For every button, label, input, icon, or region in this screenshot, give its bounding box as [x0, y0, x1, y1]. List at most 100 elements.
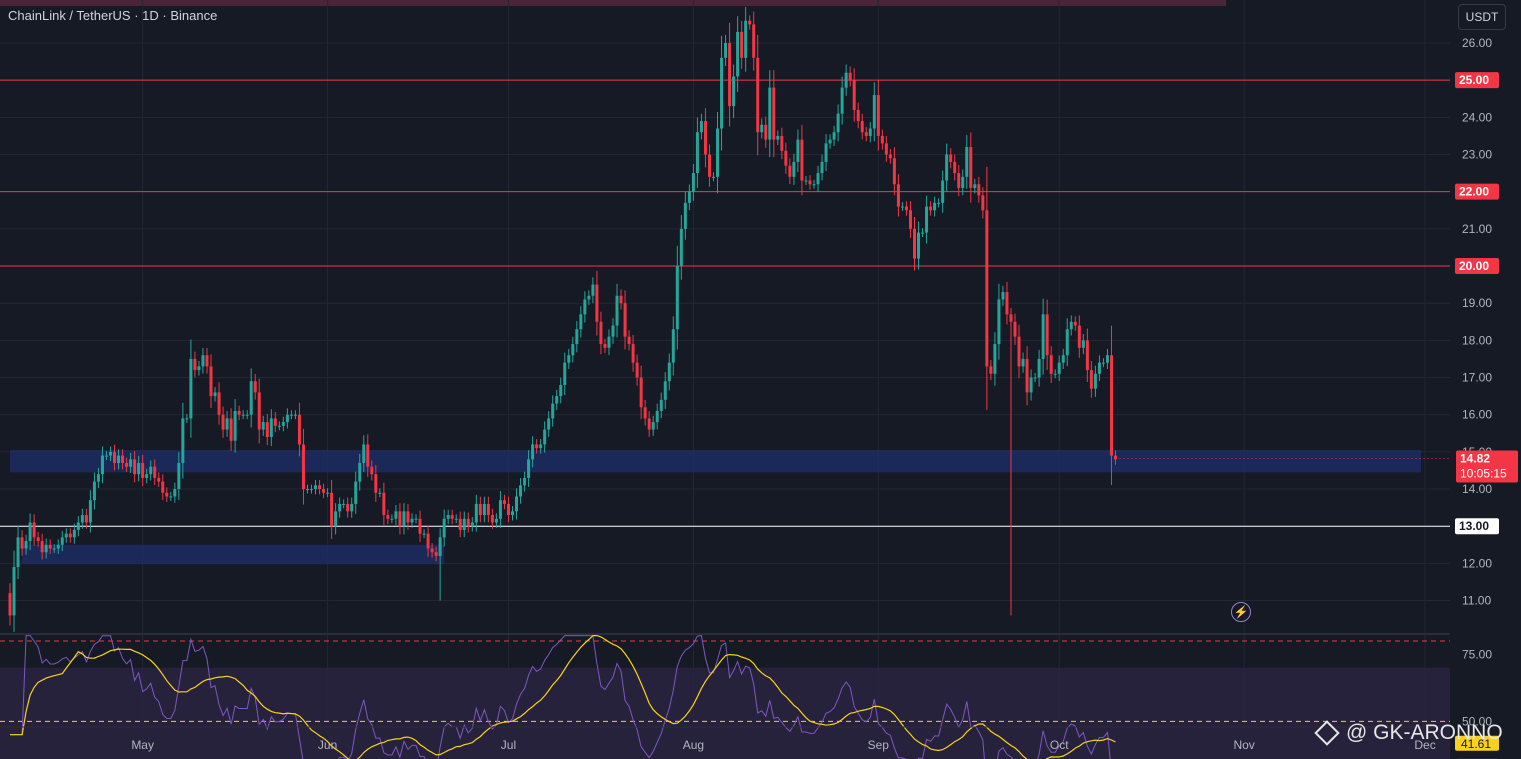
candle-body [185, 418, 189, 420]
candle-body [398, 511, 402, 527]
time-tick-label: Oct [1050, 738, 1069, 752]
candle-body [149, 466, 153, 475]
candle-body [587, 295, 591, 300]
candle-body [643, 407, 647, 419]
candle-body [663, 381, 667, 400]
candle-body [836, 113, 840, 133]
candle-body [494, 518, 498, 523]
candle-body [249, 381, 253, 415]
candle-body [354, 481, 358, 504]
candle-body [322, 489, 326, 493]
candle-body [474, 503, 478, 523]
price-tick-label: 17.00 [1462, 371, 1492, 385]
candle-body [153, 466, 157, 478]
candle-body [695, 132, 699, 174]
candle-body [1069, 321, 1073, 330]
candle-body [856, 109, 860, 122]
candle-body [941, 180, 945, 203]
candle-body [1061, 355, 1065, 363]
binance-diamond-icon [1314, 720, 1340, 746]
candle-body [350, 503, 354, 512]
candle-body [993, 344, 997, 374]
candle-body [519, 485, 523, 497]
candle-body [716, 128, 720, 177]
candle-body [314, 485, 318, 490]
candle-body [651, 422, 655, 430]
symbol-title: ChainLink / TetherUS · 1D · Binance [8, 8, 218, 23]
time-tick-label: Jun [318, 738, 337, 752]
candle-body [64, 533, 68, 538]
rsi-ma-value-label: 41.61 [1461, 737, 1491, 751]
candle-body [225, 418, 229, 430]
candle-body [1053, 373, 1057, 375]
time-tick-label: May [131, 738, 154, 752]
last-price-label: 14.82 [1460, 452, 1490, 466]
level-price-tag [1455, 258, 1499, 275]
candle-body [949, 154, 953, 162]
price-tick-label: 21.00 [1462, 222, 1492, 236]
candle-body [374, 474, 378, 493]
candle-body [442, 518, 446, 538]
candle-body [466, 518, 470, 527]
candle-body [100, 455, 104, 475]
candle-body [165, 492, 169, 497]
candle-body [880, 135, 884, 144]
candle-body [603, 344, 607, 348]
candle-body [1105, 355, 1109, 363]
candle-body [1009, 314, 1013, 322]
candle-body [257, 392, 261, 430]
candle-body [80, 515, 84, 523]
candle-body [852, 80, 856, 110]
demand-zone [10, 450, 1422, 473]
candle-body [326, 492, 330, 494]
candle-body [1021, 358, 1025, 367]
candle-body [635, 362, 639, 378]
candle-body [285, 414, 289, 423]
candle-body [414, 518, 418, 520]
candle-body [884, 143, 888, 155]
candle-body [840, 87, 844, 114]
candle-body [394, 511, 398, 519]
level-price-label: 22.00 [1459, 185, 1489, 199]
candle-body [233, 410, 237, 441]
candle-body [868, 128, 872, 136]
candle-body [229, 418, 233, 441]
candle-body [611, 325, 615, 337]
candle-body [1041, 314, 1045, 359]
candle-body [390, 518, 394, 520]
candle-body [788, 165, 792, 177]
candle-body [913, 228, 916, 259]
candle-body [1037, 358, 1041, 378]
candle-body [1049, 355, 1053, 374]
time-tick-label: Sep [868, 738, 890, 752]
candle-body [358, 463, 362, 482]
candle-body [76, 522, 80, 530]
candle-body [800, 139, 804, 181]
candle-body [20, 537, 24, 549]
currency-button[interactable]: USDT [1458, 4, 1506, 30]
candle-body [535, 444, 539, 449]
candle-body [133, 459, 137, 475]
candle-body [531, 444, 535, 460]
price-axis [1450, 0, 1521, 759]
candle-body [121, 455, 125, 464]
candle-body [1097, 362, 1101, 374]
candle-body [720, 57, 724, 129]
candle-body [925, 206, 929, 233]
candle-body [109, 451, 112, 456]
candle-body [764, 124, 768, 140]
level-price-tag [1455, 183, 1499, 200]
candle-body [575, 329, 579, 345]
candle-body [378, 492, 382, 494]
candle-body [892, 158, 896, 185]
candle-body [559, 384, 563, 397]
lightning-icon[interactable]: ⚡ [1231, 602, 1251, 622]
candle-body [683, 202, 687, 229]
candle-body [1005, 292, 1009, 315]
candle-body [430, 548, 434, 553]
candle-body [796, 139, 800, 162]
candle-body [824, 143, 828, 162]
candle-body [908, 210, 912, 229]
candle-body [173, 489, 177, 497]
